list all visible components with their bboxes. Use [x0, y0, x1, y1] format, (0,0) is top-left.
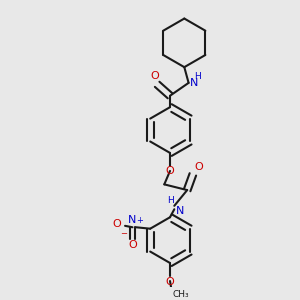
Text: −: −	[120, 229, 127, 238]
Text: O: O	[128, 240, 137, 250]
Text: O: O	[151, 71, 159, 81]
Text: N: N	[190, 78, 198, 88]
Text: CH₃: CH₃	[173, 290, 190, 299]
Text: O: O	[195, 162, 203, 172]
Text: O: O	[113, 219, 122, 230]
Text: H: H	[194, 72, 200, 81]
Text: +: +	[136, 216, 143, 225]
Text: N: N	[128, 215, 137, 225]
Text: O: O	[166, 277, 174, 287]
Text: O: O	[166, 167, 174, 176]
Text: H: H	[167, 196, 174, 205]
Text: N: N	[176, 206, 184, 216]
